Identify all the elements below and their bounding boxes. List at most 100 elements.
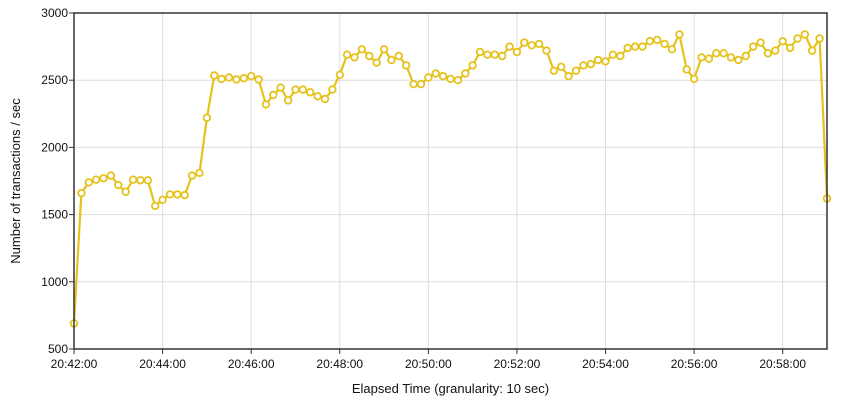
y-tick-label: 3000 — [41, 6, 68, 20]
x-tick-label: 20:42:00 — [51, 357, 98, 371]
data-point — [475, 47, 485, 57]
data-point — [372, 58, 381, 67]
data-point — [726, 53, 736, 62]
data-point — [645, 37, 654, 46]
plot-frame — [73, 12, 828, 350]
data-point — [254, 75, 263, 84]
data-point — [483, 50, 492, 59]
data-point — [106, 171, 116, 180]
data-point — [446, 74, 455, 84]
data-point — [682, 65, 691, 74]
axis-ticks: 500 1000 1500 2000 2500 3000 20:42:00 20:44:00 2… — [41, 6, 806, 371]
data-point — [114, 180, 123, 190]
data-point — [180, 190, 189, 200]
data-point — [579, 61, 588, 70]
data-point — [217, 74, 226, 84]
data-point — [549, 66, 559, 75]
data-point — [158, 195, 167, 204]
data-point — [520, 38, 529, 47]
data-point — [660, 39, 669, 49]
data-point — [298, 85, 308, 94]
data-point — [387, 55, 396, 65]
data-point — [342, 50, 352, 59]
data-point — [365, 51, 374, 61]
data-point — [438, 71, 448, 81]
series-layer — [69, 30, 832, 328]
data-point — [564, 71, 573, 81]
data-point — [173, 190, 182, 199]
data-point — [461, 69, 470, 78]
x-tick-label: 20:54:00 — [582, 357, 629, 371]
data-point — [232, 75, 241, 84]
data-point — [571, 66, 581, 75]
data-point — [734, 55, 743, 65]
x-tick-label: 20:56:00 — [671, 357, 718, 371]
data-point — [778, 37, 787, 46]
data-point — [84, 178, 93, 187]
data-point — [808, 46, 817, 55]
data-point — [741, 51, 750, 61]
x-axis-title: Elapsed Time (granularity: 10 sec) — [352, 381, 549, 396]
data-point — [601, 57, 610, 66]
data-point — [719, 49, 728, 58]
data-point — [416, 79, 426, 89]
x-tick-label: 20:52:00 — [494, 357, 541, 371]
y-axis-title: Number of transactions / sec — [8, 98, 23, 264]
x-tick-label: 20:50:00 — [405, 357, 452, 371]
data-point — [224, 73, 234, 82]
data-point — [756, 38, 765, 47]
data-point — [276, 83, 285, 92]
data-point — [667, 45, 677, 54]
gridlines — [74, 13, 827, 349]
x-tick-label: 20:58:00 — [759, 357, 806, 371]
data-point — [697, 53, 706, 62]
data-point — [608, 50, 618, 59]
data-point — [630, 42, 640, 51]
data-point — [749, 42, 758, 51]
data-point — [498, 51, 507, 61]
data-point — [246, 71, 256, 81]
data-point — [121, 187, 130, 196]
data-point — [91, 175, 101, 184]
y-tick-label: 500 — [48, 342, 68, 356]
data-point — [394, 51, 403, 61]
data-point — [128, 175, 138, 184]
data-point — [505, 42, 514, 51]
data-point — [291, 85, 300, 94]
data-point — [187, 171, 197, 180]
y-tick-label: 2500 — [41, 73, 68, 87]
data-point — [512, 47, 522, 57]
data-point — [653, 35, 662, 45]
data-point — [306, 88, 315, 97]
data-point — [542, 46, 551, 55]
data-point — [534, 39, 544, 49]
data-point — [283, 96, 293, 105]
data-point — [431, 69, 440, 78]
data-point — [328, 85, 337, 94]
data-point — [150, 201, 160, 211]
data-point — [269, 90, 278, 100]
data-point — [453, 75, 463, 85]
data-point — [785, 43, 795, 53]
y-tick-label: 2000 — [41, 140, 68, 154]
data-point — [261, 100, 271, 109]
data-point — [623, 43, 632, 53]
data-point — [490, 50, 499, 59]
data-point — [320, 94, 330, 104]
data-point — [557, 62, 566, 72]
data-point — [350, 53, 359, 62]
data-point — [99, 174, 108, 183]
data-point — [424, 73, 433, 82]
x-tick-label: 20:46:00 — [228, 357, 275, 371]
data-point — [712, 49, 721, 58]
data-point — [763, 49, 773, 58]
data-point — [239, 73, 248, 83]
x-tick-label: 20:48:00 — [316, 357, 363, 371]
data-point — [675, 30, 684, 39]
x-tick-label: 20:44:00 — [139, 357, 186, 371]
data-point — [210, 71, 219, 80]
data-point — [815, 34, 824, 43]
data-point — [793, 34, 802, 43]
data-point — [143, 176, 152, 185]
